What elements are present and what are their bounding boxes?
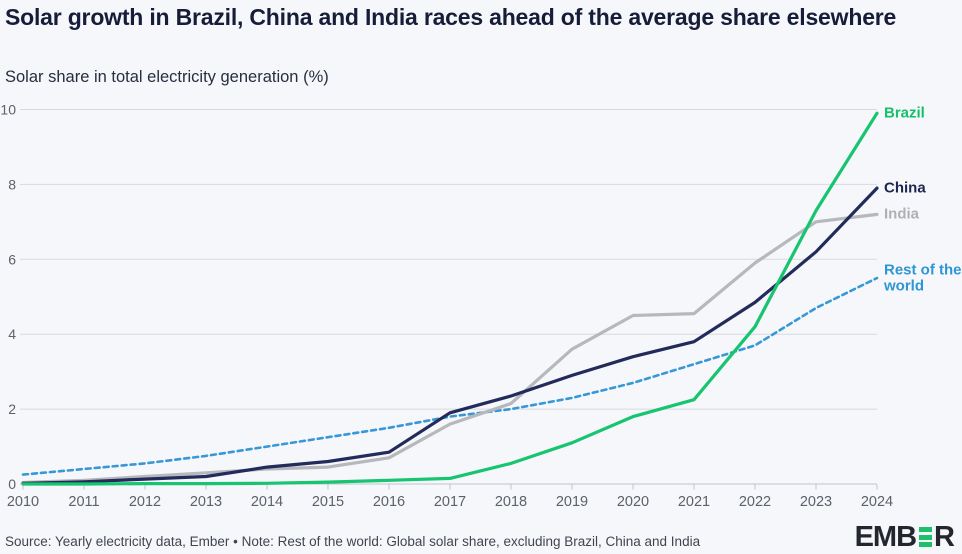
x-tick-label-2011: 2011 <box>68 494 99 510</box>
x-tick-label-2019: 2019 <box>556 494 588 510</box>
x-tick-label-2013: 2013 <box>190 494 222 510</box>
y-tick-label-4: 4 <box>8 326 16 342</box>
x-tick-label-2010: 2010 <box>7 494 39 510</box>
series-label-china: China <box>884 179 926 197</box>
source-note: Source: Yearly electricity data, Ember •… <box>5 534 701 549</box>
x-tick-label-2016: 2016 <box>373 494 405 510</box>
chart-subtitle: Solar share in total electricity generat… <box>5 68 329 86</box>
series-label-india: India <box>884 205 920 223</box>
y-tick-label-2: 2 <box>8 401 16 417</box>
y-tick-label-8: 8 <box>8 176 16 192</box>
x-tick-label-2012: 2012 <box>129 494 161 510</box>
x-tick-label-2022: 2022 <box>739 494 771 510</box>
y-tick-label-6: 6 <box>8 251 16 267</box>
line-china <box>21 186 879 485</box>
x-tick-label-2018: 2018 <box>495 494 527 510</box>
x-tick-label-2014: 2014 <box>251 494 283 510</box>
y-tick-label-0: 0 <box>8 476 16 492</box>
ember-logo-e-icon <box>919 527 933 547</box>
ember-logo-text-start: EMB <box>854 521 917 553</box>
ember-logo: EMB R <box>854 521 955 553</box>
line-india <box>21 212 879 485</box>
x-tick-label-2020: 2020 <box>617 494 649 510</box>
line-brazil <box>21 111 879 486</box>
x-tick-label-2017: 2017 <box>434 494 466 510</box>
x-tick-label-2024: 2024 <box>861 494 893 510</box>
x-tick-label-2015: 2015 <box>312 494 344 510</box>
page-title: Solar growth in Brazil, China and India … <box>5 4 897 30</box>
x-tick-label-2021: 2021 <box>678 494 710 510</box>
series-label-rest-of-the-world: Rest of the world <box>884 261 962 294</box>
ember-logo-text-end: R <box>934 521 955 553</box>
x-tick-label-2023: 2023 <box>800 494 832 510</box>
y-tick-label-10: 10 <box>0 102 16 118</box>
series-label-brazil: Brazil <box>884 104 925 122</box>
